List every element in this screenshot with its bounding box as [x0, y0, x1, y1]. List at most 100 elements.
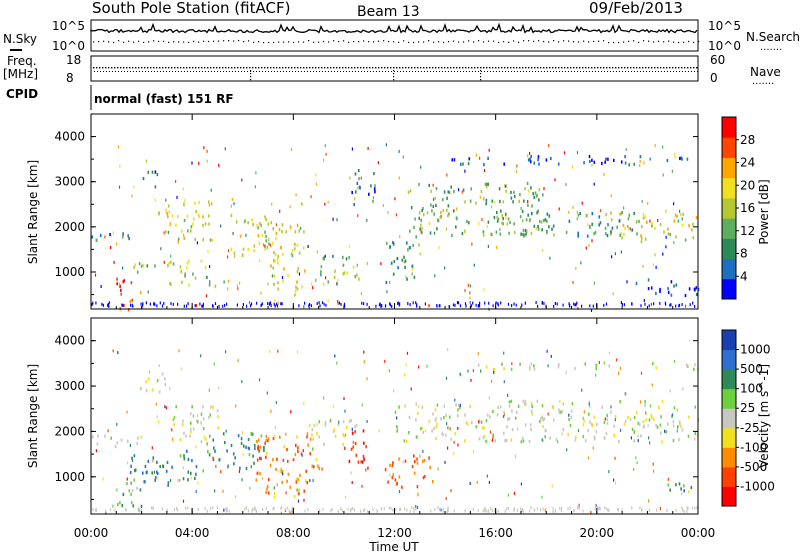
noise-search-dot — [318, 41, 320, 43]
rti-cell — [398, 176, 400, 180]
rti-cell — [513, 507, 515, 511]
freq-dot — [393, 67, 395, 69]
rti-cell — [286, 447, 288, 452]
freq-dot — [441, 67, 443, 69]
rti-cell — [585, 246, 587, 250]
rti-cell — [300, 452, 303, 456]
rti-cell — [252, 222, 254, 227]
nave-dot — [145, 71, 146, 72]
rti-cell — [233, 251, 236, 255]
rti-cell — [392, 461, 394, 465]
rti-cell — [212, 438, 215, 442]
rti-cell — [250, 465, 252, 469]
rti-cell — [633, 430, 636, 434]
rti-cell — [272, 266, 274, 270]
rti-cell — [440, 508, 442, 512]
rti-cell — [472, 449, 475, 453]
rti-cell — [579, 211, 581, 216]
rti-cell — [204, 265, 207, 270]
rti-cell — [659, 287, 661, 292]
rti-cell — [306, 432, 309, 436]
rti-cell — [552, 405, 554, 409]
rti-cell — [186, 449, 188, 453]
rti-cell — [264, 441, 266, 445]
rti-cell — [593, 415, 596, 419]
rti-cell — [506, 507, 508, 511]
rti-cell — [166, 508, 168, 512]
rti-cell — [200, 421, 202, 425]
rti-cell — [618, 440, 620, 444]
nave-dot — [559, 71, 560, 72]
noise-search-dot — [143, 41, 145, 44]
rti-cell — [639, 164, 641, 168]
rti-cell — [539, 508, 541, 512]
rti-cell — [682, 508, 684, 512]
rti-cell — [313, 423, 316, 427]
rti-cell — [277, 254, 279, 258]
rti-cell — [218, 163, 220, 167]
rti-cell — [673, 202, 675, 206]
rti-cell — [655, 423, 657, 428]
nave-dot — [622, 71, 623, 72]
rti-cell — [524, 399, 527, 403]
rti-cell — [112, 349, 114, 353]
rti-cell — [654, 226, 656, 230]
freq-dot — [474, 67, 476, 69]
rti-cell — [290, 252, 293, 256]
rti-cell — [373, 187, 376, 191]
rti-cell — [470, 304, 472, 308]
rti-cell — [565, 183, 567, 186]
rti-cell — [187, 457, 190, 462]
rti-cell — [374, 184, 376, 188]
rti-cell — [505, 184, 507, 188]
power-cbar-swatch — [722, 137, 736, 158]
rti-cell — [662, 145, 664, 149]
rti-cell — [91, 303, 93, 307]
rti-cell — [345, 257, 348, 261]
rti-cell — [610, 194, 612, 198]
rti-cell — [257, 447, 260, 451]
rti-cell — [273, 495, 276, 499]
rti-cell — [618, 219, 621, 223]
rti-cell — [353, 202, 355, 207]
rti-cell — [539, 420, 541, 424]
rti-cell — [636, 232, 638, 236]
rti-cell — [182, 477, 185, 481]
rti-cell — [128, 489, 131, 493]
rti-cell — [437, 467, 439, 471]
nave-dot — [229, 71, 230, 72]
rti-cell — [177, 240, 180, 244]
rti-cell — [177, 215, 179, 219]
rti-cell — [294, 494, 296, 499]
noise-search-dot — [128, 40, 130, 42]
rti-cell — [179, 478, 181, 482]
freq-dot — [132, 67, 134, 69]
nave-dot — [154, 71, 155, 72]
rti-cell — [464, 229, 466, 233]
rti-cell — [121, 235, 124, 239]
rti-cell — [638, 423, 641, 427]
nave-dot — [586, 71, 587, 72]
rti-cell — [589, 159, 591, 164]
rti-cell — [530, 409, 533, 413]
rti-cell — [226, 507, 228, 511]
rti-cell — [273, 435, 276, 439]
rti-cell — [101, 302, 103, 306]
power-cbar-swatch — [722, 258, 736, 280]
rti-cell — [268, 238, 270, 242]
rti-cell — [277, 301, 279, 305]
rti-cell — [435, 436, 437, 441]
rti-cell — [443, 404, 446, 408]
rti-cell — [298, 229, 300, 233]
rti-cell — [420, 223, 422, 227]
nave-dot — [151, 71, 152, 72]
nave-dot — [376, 71, 377, 72]
rti-cell — [167, 484, 169, 487]
rti-cell — [129, 444, 131, 447]
rti-cell — [257, 438, 260, 442]
rti-cell — [175, 179, 177, 183]
rti-cell — [403, 260, 406, 264]
rti-cell — [189, 427, 192, 431]
rti-cell — [562, 402, 565, 406]
freq-dot — [405, 67, 407, 69]
